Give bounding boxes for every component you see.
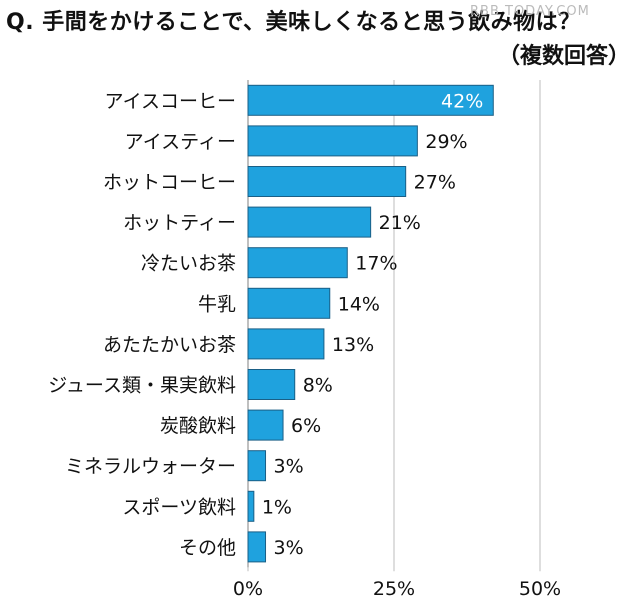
data-label: 14%	[338, 293, 380, 315]
data-label: 17%	[355, 253, 397, 275]
x-tick-label: 50%	[519, 578, 561, 600]
data-label: 3%	[274, 456, 304, 478]
x-tick-label: 25%	[373, 578, 415, 600]
chart-title: Q. 手間をかけることで、美味しくなると思う飲み物は？	[6, 10, 581, 35]
bar	[247, 328, 325, 360]
category-label: その他	[179, 537, 236, 559]
category-label: 牛乳	[198, 293, 236, 315]
bar	[247, 409, 284, 441]
bar	[247, 287, 331, 319]
watermark: RBB TODAY.COM	[470, 4, 590, 19]
category-label: ミネラルウォーター	[65, 456, 236, 478]
category-label: ホットコーヒー	[103, 172, 236, 194]
category-label: スポーツ飲料	[122, 496, 236, 518]
category-label: アイスコーヒー	[105, 90, 236, 112]
data-label: 29%	[425, 131, 467, 153]
bar	[247, 369, 296, 400]
data-label: 21%	[379, 212, 421, 234]
category-label: 冷たいお茶	[141, 253, 236, 275]
data-label: 27%	[414, 172, 456, 194]
category-label: 炭酸飲料	[160, 415, 236, 437]
data-label: 42%	[441, 90, 483, 112]
chart-subtitle: （複数回答）	[497, 44, 630, 69]
bar	[247, 166, 407, 197]
data-label: 8%	[303, 375, 333, 397]
category-label: ホットティー	[123, 212, 236, 234]
bar	[247, 206, 372, 238]
data-label: 13%	[332, 334, 374, 356]
category-label: あたたかいお茶	[103, 334, 236, 356]
category-label: アイスティー	[125, 131, 236, 153]
data-label: 3%	[274, 537, 304, 559]
data-label: 6%	[291, 415, 321, 437]
bar	[247, 531, 267, 563]
bar	[247, 490, 255, 522]
data-label: 1%	[262, 496, 292, 518]
bar	[247, 84, 494, 116]
category-label: ジュース類・果実飲料	[48, 375, 236, 397]
bar	[247, 450, 267, 482]
bar	[247, 125, 418, 157]
bar	[247, 247, 348, 279]
x-tick-label: 0%	[233, 578, 263, 600]
